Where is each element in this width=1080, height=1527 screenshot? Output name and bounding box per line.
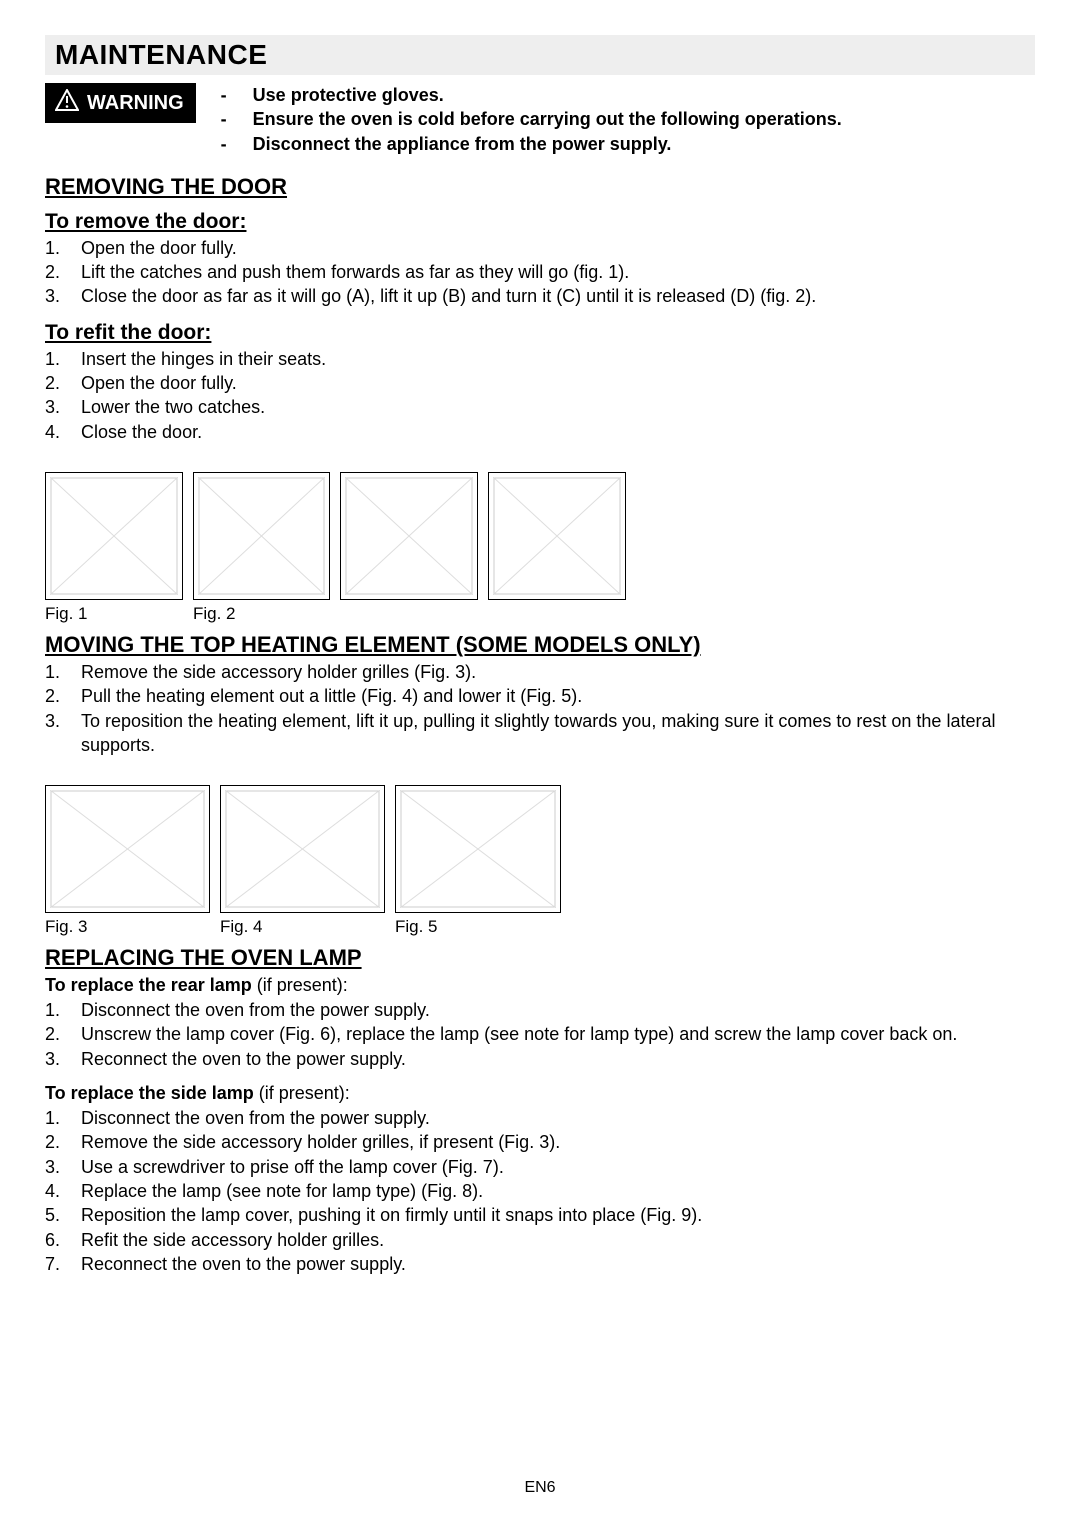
list-item: Insert the hinges in their seats.	[81, 347, 326, 371]
subhead-refit-door: To refit the door:	[45, 321, 1035, 345]
figure-row-2	[45, 785, 1035, 913]
figure-caption: Fig. 2	[193, 604, 236, 624]
figure-placeholder	[340, 472, 478, 600]
figure-placeholder	[220, 785, 385, 913]
figure-caption: Fig. 4	[220, 917, 263, 937]
side-lamp-label: To replace the side lamp (if present):	[45, 1083, 1035, 1104]
list-item: Open the door fully.	[81, 236, 237, 260]
heading-replacing-lamp: REPLACING THE OVEN LAMP	[45, 945, 1035, 971]
figure-row-1	[45, 472, 1035, 600]
page-title: MAINTENANCE	[55, 39, 1025, 71]
list-item: Remove the side accessory holder grilles…	[81, 1130, 560, 1154]
list-item: Reposition the lamp cover, pushing it on…	[81, 1203, 702, 1227]
warning-item: Ensure the oven is cold before carrying …	[253, 107, 842, 131]
warning-badge: WARNING	[45, 83, 196, 123]
figure-captions-1: Fig. 1 Fig. 2	[45, 604, 1035, 626]
refit-door-list: 1.Insert the hinges in their seats. 2.Op…	[45, 347, 1035, 444]
rear-lamp-label: To replace the rear lamp (if present):	[45, 975, 1035, 996]
list-item: Replace the lamp (see note for lamp type…	[81, 1179, 483, 1203]
page-number: EN6	[0, 1479, 1080, 1497]
side-lamp-list: 1.Disconnect the oven from the power sup…	[45, 1106, 1035, 1276]
list-item: Lift the catches and push them forwards …	[81, 260, 629, 284]
figure-placeholder	[193, 472, 330, 600]
warning-icon	[55, 89, 79, 117]
list-item: Refit the side accessory holder grilles.	[81, 1228, 384, 1252]
list-item: Disconnect the oven from the power suppl…	[81, 998, 430, 1022]
heading-moving-element: MOVING THE TOP HEATING ELEMENT (SOME MOD…	[45, 632, 1035, 658]
list-item: Lower the two catches.	[81, 395, 265, 419]
list-item: Disconnect the oven from the power suppl…	[81, 1106, 430, 1130]
list-item: Remove the side accessory holder grilles…	[81, 660, 476, 684]
moving-element-list: 1.Remove the side accessory holder grill…	[45, 660, 1035, 757]
warning-item: Disconnect the appliance from the power …	[253, 132, 672, 156]
section-title-bar: MAINTENANCE	[45, 35, 1035, 75]
list-item: Open the door fully.	[81, 371, 237, 395]
list-item: Pull the heating element out a little (F…	[81, 684, 582, 708]
list-item: Unscrew the lamp cover (Fig. 6), replace…	[81, 1022, 957, 1046]
figure-placeholder	[45, 472, 183, 600]
warning-item: Use protective gloves.	[253, 83, 444, 107]
warning-row: WARNING -Use protective gloves. -Ensure …	[45, 83, 1035, 156]
figure-placeholder	[395, 785, 561, 913]
list-item: Close the door as far as it will go (A),…	[81, 284, 816, 308]
list-item: Reconnect the oven to the power supply.	[81, 1252, 406, 1276]
list-item: Reconnect the oven to the power supply.	[81, 1047, 406, 1071]
figure-caption: Fig. 1	[45, 604, 88, 624]
warning-label: WARNING	[87, 92, 184, 115]
figure-caption: Fig. 3	[45, 917, 88, 937]
figure-placeholder	[45, 785, 210, 913]
list-item: To reposition the heating element, lift …	[81, 709, 1035, 758]
heading-removing-door: REMOVING THE DOOR	[45, 174, 1035, 200]
figure-caption: Fig. 5	[395, 917, 438, 937]
figure-placeholder	[488, 472, 626, 600]
list-item: Close the door.	[81, 420, 202, 444]
subhead-remove-door: To remove the door:	[45, 210, 1035, 234]
figure-captions-2: Fig. 3 Fig. 4 Fig. 5	[45, 917, 1035, 939]
warning-list: -Use protective gloves. -Ensure the oven…	[221, 83, 1035, 156]
remove-door-list: 1.Open the door fully. 2.Lift the catche…	[45, 236, 1035, 309]
list-item: Use a screwdriver to prise off the lamp …	[81, 1155, 504, 1179]
rear-lamp-list: 1.Disconnect the oven from the power sup…	[45, 998, 1035, 1071]
